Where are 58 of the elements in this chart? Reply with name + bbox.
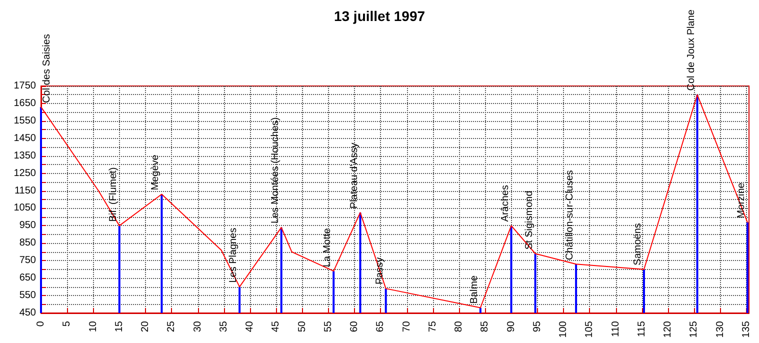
x-tick-label: 130 [714, 320, 726, 338]
y-tick-label: 450 [19, 308, 36, 318]
chart-title: 13 juillet 1997 [334, 8, 426, 24]
y-tick-label: 1750 [14, 80, 36, 92]
x-tick-label: 105 [584, 320, 596, 338]
annotation: Col de Joux Plane [686, 9, 697, 91]
annotation: Megève [150, 154, 162, 190]
annotation: Arâches [500, 185, 511, 222]
y-tick-label: 1450 [14, 132, 36, 144]
y-tick-label: 1550 [14, 115, 36, 126]
annotation: Bif. (Flumet) [108, 167, 119, 222]
x-tick-label: 15 [114, 320, 125, 332]
y-tick-label: 950 [19, 220, 36, 232]
annotation: Balme [468, 274, 480, 304]
y-tick-label: 850 [19, 238, 36, 249]
annotation: La Motte [322, 228, 334, 268]
y-tick-label: 1050 [14, 202, 36, 214]
y-tick-label: 1150 [14, 185, 36, 196]
annotation: Samoëns [632, 223, 644, 266]
y-tick-label: 1250 [14, 168, 36, 179]
x-tick-label: 10 [88, 320, 99, 332]
x-tick-label: 0 [36, 320, 46, 327]
y-tick-label: 750 [19, 255, 36, 266]
x-tick-label: 115 [636, 320, 648, 337]
x-tick-label: 35 [218, 320, 230, 332]
annotation: Passy [374, 257, 386, 285]
x-tick-label: 125 [688, 320, 700, 338]
x-tick-label: 70 [401, 320, 412, 332]
x-tick-label: 80 [454, 320, 465, 332]
x-tick-label: 120 [662, 320, 674, 338]
x-tick-label: 45 [270, 320, 282, 332]
annotation: Col des Saisies [42, 34, 52, 103]
annotation: St Sigismond [524, 190, 535, 250]
annotation: Les Montées (Houches) [270, 117, 281, 224]
x-tick-label: 95 [532, 320, 543, 332]
x-tick-label: 100 [558, 320, 570, 338]
annotation: Châtillon-sur-Cluses [564, 170, 576, 260]
x-tick-label: 5 [62, 320, 73, 327]
x-tick-label: 30 [192, 320, 204, 332]
x-tick-label: 40 [244, 320, 256, 332]
x-tick-label: 65 [375, 320, 386, 332]
x-tick-label: 20 [140, 320, 151, 332]
x-tick-label: 90 [506, 320, 517, 332]
annotation: Les Plagnes [228, 228, 240, 283]
y-tick-label: 550 [19, 290, 36, 302]
y-tick-label: 1650 [14, 98, 36, 109]
y-tick-label: 650 [19, 272, 36, 284]
x-tick-label: 50 [296, 320, 308, 332]
x-tick-label: 110 [610, 320, 622, 337]
x-tick-label: 85 [480, 320, 491, 332]
x-tick-label: 60 [349, 320, 360, 332]
annotation: Plateau d'Assy [348, 142, 360, 209]
annotation: Morzine [736, 182, 747, 218]
x-tick-label: 25 [166, 320, 178, 332]
y-tick-label: 1350 [14, 150, 36, 162]
x-tick-label: 75 [427, 320, 438, 332]
x-tick-label: 135 [740, 320, 752, 338]
x-tick-label: 55 [322, 320, 334, 332]
